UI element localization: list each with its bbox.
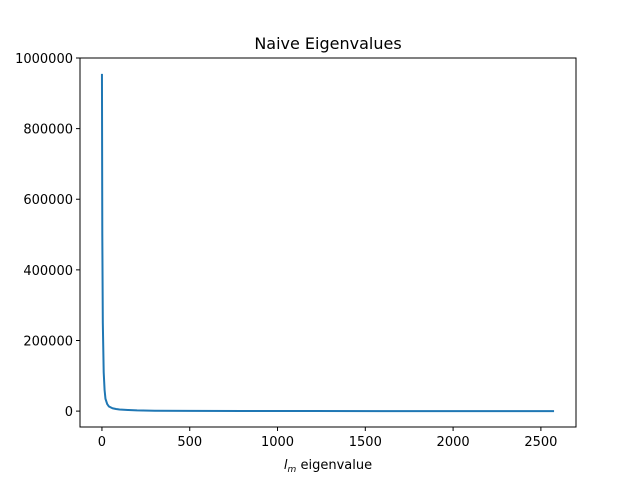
- x-axis-label: lm eigenvalue: [284, 458, 372, 475]
- y-tick-label: 800000: [23, 123, 73, 138]
- eigenvalue-series-line: [100, 73, 555, 413]
- x-tick-label: 1000: [261, 435, 294, 450]
- y-tick-label: 0: [65, 405, 73, 420]
- x-axis-label-symbol: l: [284, 458, 288, 473]
- x-tick-label: 500: [177, 435, 202, 450]
- x-axis-label-text: eigenvalue: [300, 458, 372, 473]
- x-tick-label: 2000: [437, 435, 470, 450]
- x-tick-label: 0: [98, 435, 106, 450]
- y-tick-label: 1000000: [15, 52, 73, 67]
- x-tick-label: 1500: [349, 435, 382, 450]
- y-tick-label: 600000: [23, 193, 73, 208]
- x-axis-label-subscript: m: [288, 465, 297, 475]
- x-axis: 0 500 1000 1500 2000 2500: [98, 427, 557, 450]
- y-tick-label: 200000: [23, 334, 73, 349]
- y-tick-label: 400000: [23, 264, 73, 279]
- chart-title: Naive Eigenvalues: [254, 34, 401, 53]
- y-axis: 0 200000 400000 600000 800000 1000000: [15, 52, 80, 420]
- x-tick-label: 2500: [524, 435, 557, 450]
- plot-area: [79, 57, 577, 428]
